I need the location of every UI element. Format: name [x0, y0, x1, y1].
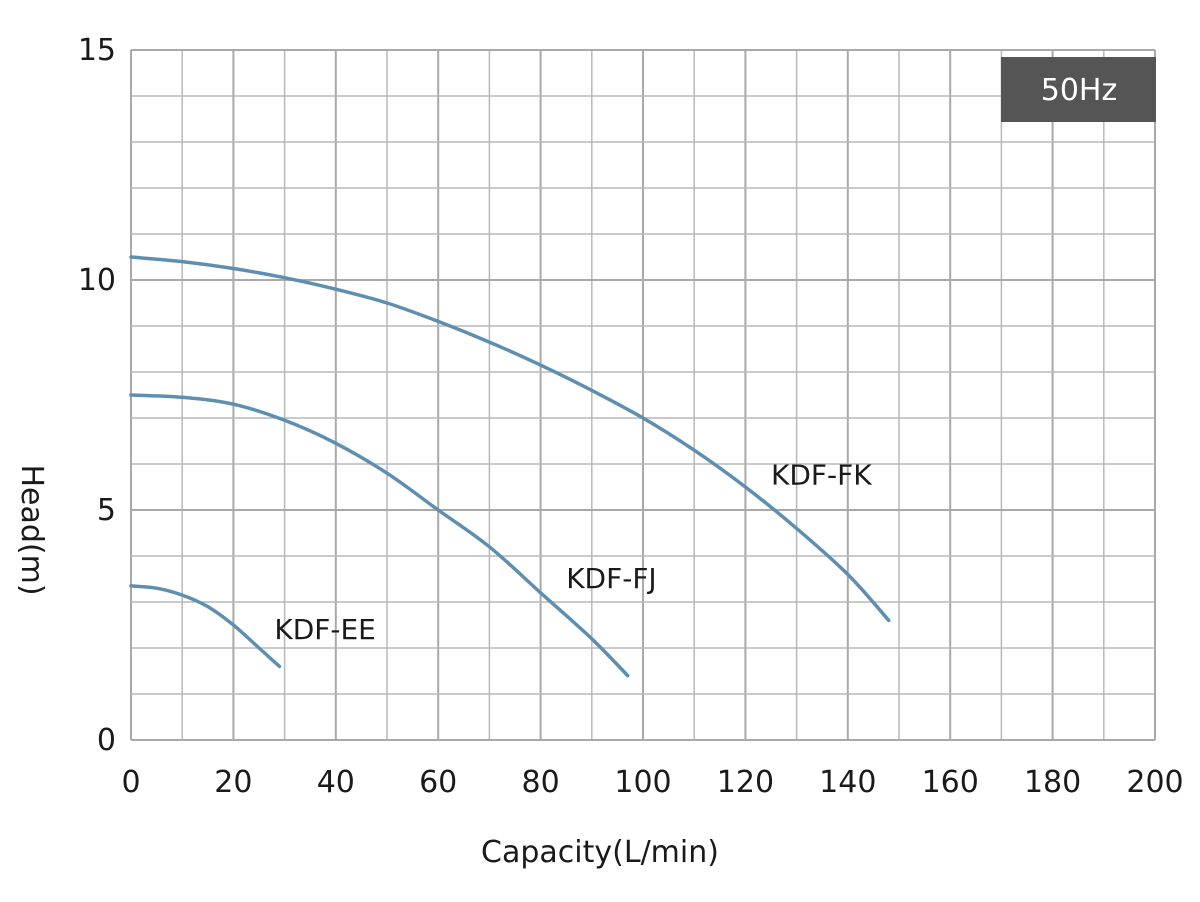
y-tick-labels: 0 5 10 15: [78, 33, 116, 758]
x-axis-title: Capacity(L/min): [481, 835, 719, 870]
series-label-kdf-fk: KDF-FK: [771, 459, 872, 492]
x-tick-label: 160: [922, 765, 979, 800]
frequency-badge: 50Hz: [1001, 57, 1156, 122]
y-tick-label: 10: [78, 263, 116, 298]
series-labels: KDF-FK KDF-FJ KDF-EE: [274, 459, 872, 646]
y-tick-label: 0: [97, 723, 116, 758]
curve-kdf-fj: [129, 393, 630, 678]
x-tick-label: 80: [522, 765, 560, 800]
series-label-kdf-fj: KDF-FJ: [566, 562, 657, 595]
frequency-badge-bg: [1001, 57, 1156, 122]
x-tick-label: 100: [614, 765, 671, 800]
y-tick-label: 5: [97, 493, 116, 528]
series-label-kdf-ee: KDF-EE: [274, 613, 376, 646]
x-tick-label: 120: [717, 765, 774, 800]
grid: [130, 49, 1156, 741]
x-tick-label: 60: [419, 765, 457, 800]
x-tick-label: 140: [819, 765, 876, 800]
x-tick-label: 180: [1024, 765, 1081, 800]
x-tick-label: 0: [121, 765, 140, 800]
y-axis-title: Head(m): [14, 464, 49, 595]
x-tick-label: 20: [214, 765, 252, 800]
curve-kdf-ee: [129, 584, 282, 669]
frequency-badge-text: 50Hz: [1041, 73, 1117, 108]
curve-kdf-fk: [129, 255, 891, 623]
x-tick-labels: 0 20 40 60 80 100 120 140 160 180 200: [121, 765, 1183, 800]
x-tick-label: 200: [1126, 765, 1183, 800]
x-tick-label: 40: [317, 765, 355, 800]
y-tick-label: 15: [78, 33, 116, 68]
curves: [129, 255, 891, 678]
